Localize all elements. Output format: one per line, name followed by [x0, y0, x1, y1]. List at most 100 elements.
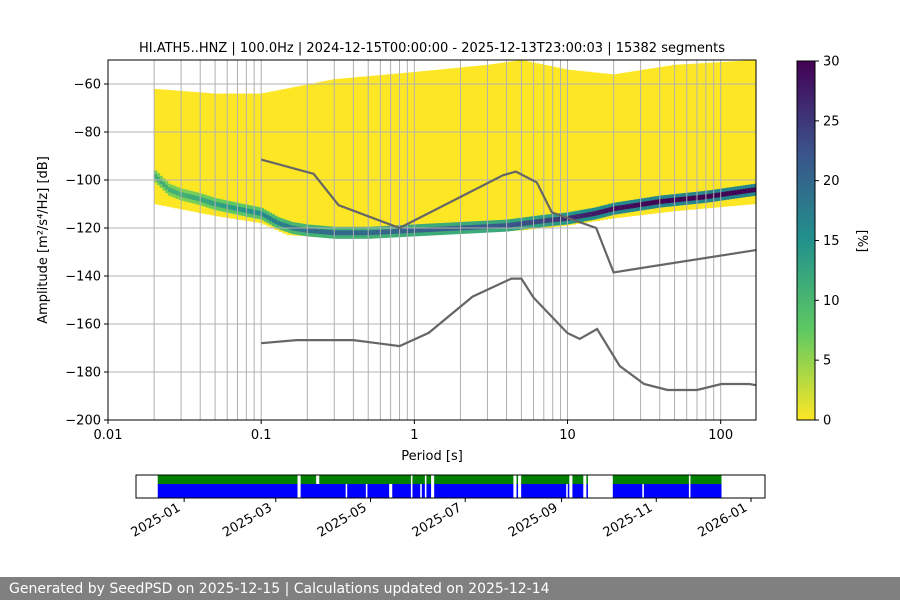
heatmap-cell — [258, 210, 262, 216]
heatmap-cell — [362, 76, 368, 237]
heatmap-cell — [446, 226, 451, 232]
heatmap-cell — [586, 212, 590, 218]
colorbar-tick-label: 0 — [823, 414, 831, 429]
y-tick-label: −120 — [65, 222, 101, 237]
heatmap-cell — [427, 227, 431, 233]
heatmap-cell — [154, 88, 159, 205]
heatmap-cell — [599, 73, 605, 221]
heatmap-cell — [194, 92, 199, 213]
heatmap-cell — [559, 68, 564, 227]
heatmap-cell — [526, 220, 530, 226]
heatmap-cell — [439, 69, 444, 235]
heatmap-cell — [679, 64, 685, 211]
heatmap-cell — [619, 73, 625, 218]
heatmap-cell — [433, 226, 437, 232]
heatmap-cell — [693, 195, 697, 201]
y-tick-label: −180 — [65, 366, 101, 381]
heatmap-cell — [266, 92, 271, 227]
availability-bar-lower — [612, 484, 643, 498]
heatmap-cell — [234, 93, 239, 220]
availability-bar-upper — [690, 475, 722, 484]
date-tick-label: 2025-09 — [506, 500, 561, 540]
heatmap-cell — [370, 230, 374, 236]
heatmap-cell — [742, 188, 746, 194]
heatmap-cell — [635, 70, 641, 216]
heatmap-cell — [723, 191, 727, 197]
heatmap-cell — [603, 73, 609, 220]
heatmap-cell — [214, 201, 218, 207]
heatmap-cell — [434, 69, 440, 235]
heatmap-cell — [476, 224, 481, 230]
heatmap-cell — [567, 69, 572, 226]
heatmap-cell — [569, 215, 574, 221]
heatmap-cell — [605, 208, 609, 213]
heatmap-cell — [534, 219, 538, 225]
heatmap-cell — [326, 80, 332, 238]
heatmap-cell — [296, 226, 300, 232]
heatmap-cell — [676, 197, 680, 203]
heatmap-cell — [222, 203, 226, 209]
heatmap-cell — [430, 227, 434, 232]
heatmap-cell — [597, 210, 601, 215]
heatmap-cell — [338, 78, 344, 238]
x-tick-label: 1 — [410, 428, 418, 443]
x-tick-label: 100 — [708, 428, 733, 443]
heatmap-cell — [312, 228, 317, 234]
heatmap-cell — [260, 211, 265, 217]
heatmap-cell — [717, 192, 721, 198]
heatmap-cell — [591, 72, 596, 222]
heatmap-cell — [410, 72, 416, 236]
heatmap-cell — [282, 222, 286, 228]
heatmap-cell — [364, 230, 369, 236]
colorbar-tick-label: 5 — [823, 354, 831, 369]
colorbar-gradient — [796, 60, 816, 421]
heatmap-cell — [274, 219, 278, 225]
heatmap-cell — [307, 228, 311, 233]
y-tick-label: −60 — [74, 78, 101, 93]
heatmap-cell — [691, 63, 697, 210]
heatmap-cell — [382, 74, 388, 237]
heatmap-cell — [430, 70, 436, 235]
heatmap-cell — [709, 193, 713, 199]
heatmap-cell — [184, 193, 188, 198]
heatmap-cell — [468, 225, 472, 230]
heatmap-cell — [398, 73, 404, 236]
heatmap-cell — [668, 198, 672, 203]
heatmap-cell — [583, 212, 587, 218]
heatmap-cell — [627, 204, 631, 209]
colorbar-label: [%] — [854, 230, 869, 253]
heatmap-cell — [487, 224, 492, 229]
heatmap-cell — [515, 60, 520, 231]
heatmap-cell — [354, 77, 360, 237]
heatmap-cell — [342, 230, 347, 236]
heatmap-cell — [162, 89, 167, 206]
availability-bar-upper — [157, 475, 298, 484]
heatmap-cell — [714, 192, 719, 198]
heatmap-cell — [535, 63, 540, 229]
heatmap-cell — [310, 228, 314, 234]
heatmap-cell — [218, 93, 223, 217]
heatmap-cell — [572, 214, 576, 220]
date-tick-label: 2025-05 — [315, 500, 370, 540]
heatmap-cell — [723, 61, 729, 207]
heatmap-cell — [329, 230, 333, 235]
heatmap-cell — [351, 230, 355, 236]
availability-bar-lower — [412, 484, 421, 498]
heatmap-cell — [624, 204, 628, 210]
heatmap-cell — [298, 85, 304, 236]
heatmap-cell — [353, 230, 358, 236]
heatmap-cell — [345, 230, 349, 236]
heatmap-cell — [675, 64, 681, 211]
heatmap-cell — [414, 71, 420, 236]
y-tick-label: −140 — [65, 270, 101, 285]
heatmap-cell — [613, 206, 617, 211]
heatmap-cell — [334, 78, 340, 238]
heatmap-cell — [323, 229, 327, 235]
heatmap-cell — [372, 230, 377, 235]
availability-bar-upper — [521, 475, 570, 484]
heatmap-cell — [162, 182, 166, 187]
heatmap-cell — [495, 63, 500, 232]
heatmap-cell — [294, 86, 300, 236]
heatmap-cell — [627, 71, 633, 217]
heatmap-cell — [591, 211, 596, 217]
